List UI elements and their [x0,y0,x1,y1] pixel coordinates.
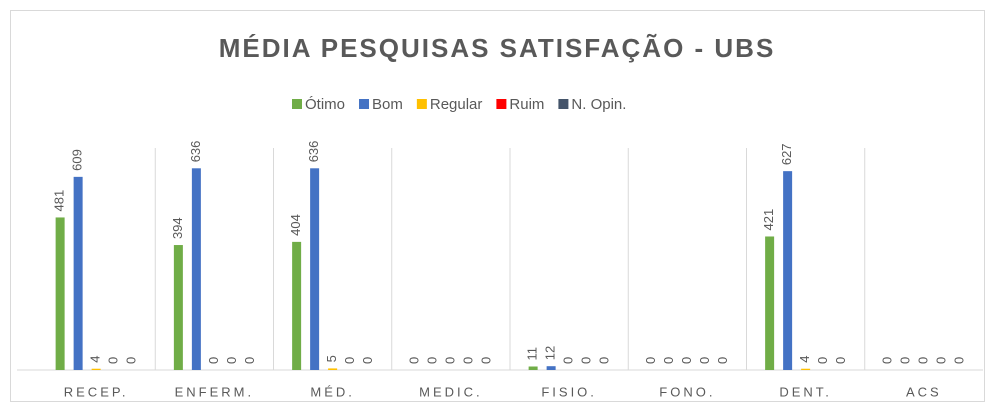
bar [546,366,556,370]
data-label: 0 [951,357,966,364]
bar [765,236,775,370]
data-label: 0 [406,357,421,364]
bar [328,368,338,370]
x-tick-label: FONO. [659,384,715,399]
data-label: 0 [815,357,830,364]
x-tick-label: DENT. [779,384,832,399]
data-label: 0 [106,357,121,364]
x-tick-label: ACS [906,384,942,399]
bar [292,241,302,370]
x-tick-label: FISIO. [541,384,597,399]
chart-title: MÉDIA PESQUISAS SATISFAÇÃO - UBS [219,33,776,63]
data-label: 5 [324,355,339,362]
legend-label: Ruim [509,96,544,113]
data-label: 0 [679,357,694,364]
data-label: 394 [170,217,185,239]
legend-swatch [416,99,427,109]
data-label: 0 [360,357,375,364]
data-label: 627 [779,143,794,165]
data-label: 0 [124,357,139,364]
data-label: 0 [661,357,676,364]
data-label: 0 [879,357,894,364]
data-label: 0 [697,357,712,364]
bar [528,366,538,370]
data-label: 0 [915,357,930,364]
bar [801,368,811,370]
data-label: 0 [715,357,730,364]
data-label: 0 [460,357,475,364]
data-label: 0 [224,357,239,364]
data-label: 0 [442,357,457,364]
x-tick-label: MÉD. [310,384,355,399]
x-tick-label: ENFERM. [175,384,255,399]
bar [55,217,65,370]
bar [173,245,183,370]
legend-label: Bom [372,96,403,113]
data-label: 0 [242,357,257,364]
legend-label: Ótimo [305,96,345,113]
legend-label: Regular [430,96,483,113]
bar [191,168,201,370]
data-label: 12 [543,346,558,360]
data-label: 4 [88,355,103,362]
data-label: 609 [70,149,85,171]
data-label: 0 [342,357,357,364]
x-tick-label: RECEP. [64,384,129,399]
legend-swatch [558,99,569,109]
data-label: 636 [306,141,321,163]
bar [783,171,793,370]
x-tick-label: MEDIC. [419,384,483,399]
data-label: 404 [288,214,303,236]
data-label: 0 [561,357,576,364]
data-label: 11 [525,347,540,361]
chart-border [10,10,985,402]
data-label: 0 [833,357,848,364]
data-label: 0 [643,357,658,364]
data-label: 4 [797,355,812,362]
legend-swatch [496,99,507,109]
data-label: 0 [424,357,439,364]
legend-swatch [359,99,370,109]
data-label: 0 [206,357,221,364]
data-label: 0 [897,357,912,364]
bar [73,176,83,370]
data-label: 0 [478,357,493,364]
bar [310,168,320,370]
bar [91,368,101,370]
legend-swatch [292,99,302,109]
data-label: 481 [52,190,67,212]
data-label: 0 [579,357,594,364]
data-label: 636 [188,141,203,163]
data-label: 421 [761,209,776,231]
data-label: 0 [933,357,948,364]
data-label: 0 [597,357,612,364]
legend-label: N. Opin. [571,96,626,113]
